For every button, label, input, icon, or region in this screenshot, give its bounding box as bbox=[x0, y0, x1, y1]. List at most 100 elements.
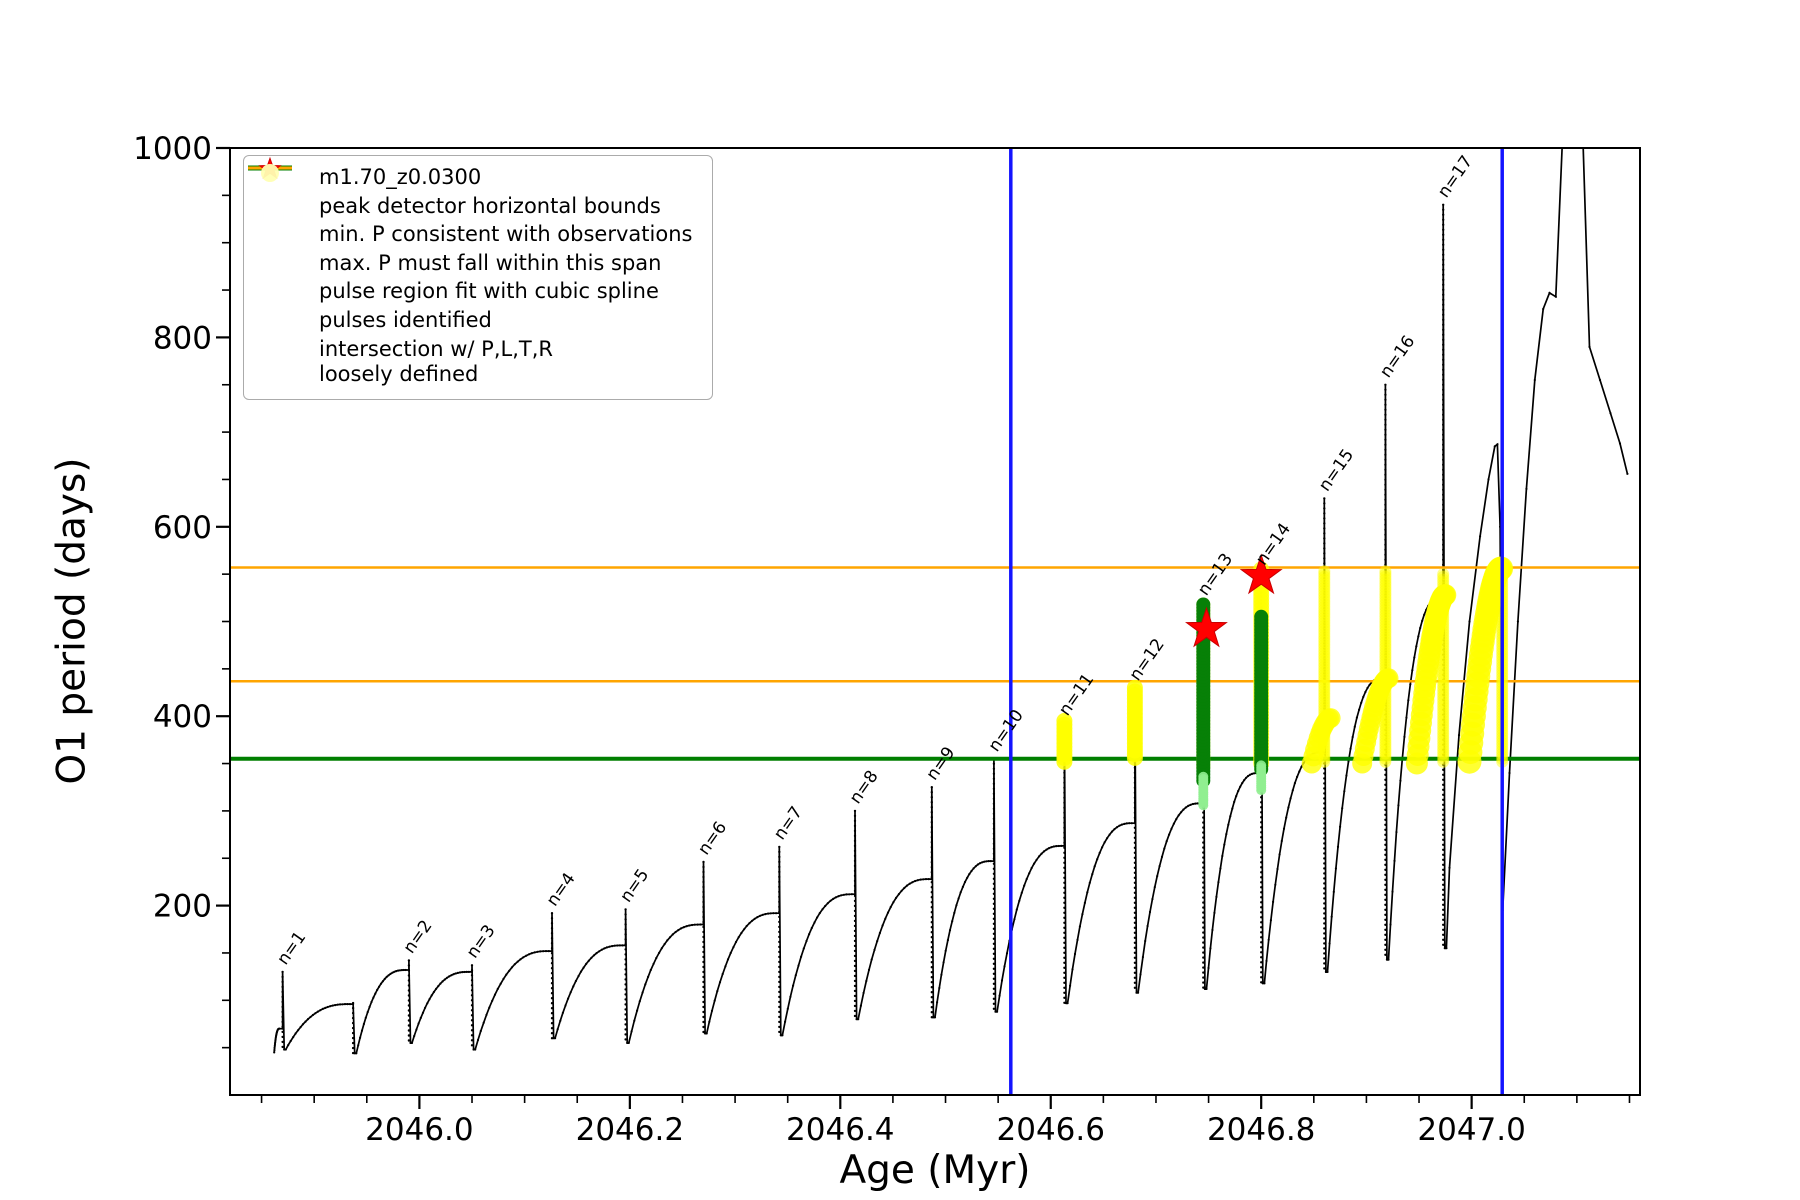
pulse-annotation: n=3 bbox=[463, 921, 500, 962]
x-tick-label: 2047.0 bbox=[1417, 1112, 1525, 1148]
intersection-marker bbox=[1437, 733, 1450, 746]
intersection-marker bbox=[1437, 674, 1450, 687]
pulse-annotation: n=15 bbox=[1315, 446, 1358, 496]
intersection-marker bbox=[1437, 742, 1450, 755]
intersection-marker bbox=[1437, 690, 1450, 703]
intersection-marker bbox=[1437, 701, 1450, 714]
x-tick-label: 2046.4 bbox=[786, 1112, 894, 1148]
legend-label: m1.70_z0.0300 bbox=[319, 165, 482, 189]
intersection-marker bbox=[1437, 698, 1450, 711]
x-tick-label: 2046.2 bbox=[576, 1112, 684, 1148]
legend-label: peak detector horizontal bounds bbox=[319, 193, 661, 218]
intersection-marker bbox=[1437, 570, 1450, 583]
intersection-marker bbox=[1437, 666, 1450, 678]
intersection-marker bbox=[1437, 676, 1450, 689]
y-tick-label: 600 bbox=[153, 510, 212, 546]
y-tick-label: 400 bbox=[153, 699, 212, 735]
pulse-annotation: n=4 bbox=[543, 869, 580, 910]
intersection-marker bbox=[1437, 731, 1450, 744]
intersection-marker bbox=[1437, 750, 1450, 763]
pulse-annotation: n=17 bbox=[1434, 152, 1477, 202]
intersection-marker bbox=[1056, 712, 1073, 729]
intersection-marker bbox=[1126, 679, 1143, 696]
spline-fit-marker bbox=[1196, 597, 1211, 612]
intersection-marker bbox=[1437, 695, 1450, 708]
intersection-marker bbox=[1437, 755, 1450, 768]
legend-item-min-p: min. P consistent with observations bbox=[248, 165, 693, 248]
intersection-marker bbox=[1437, 736, 1450, 749]
intersection-marker bbox=[1437, 728, 1450, 741]
pulse-annotation: n=12 bbox=[1126, 635, 1169, 685]
pulse-annotation: n=14 bbox=[1252, 519, 1295, 569]
pulse-annotation: n=7 bbox=[770, 803, 807, 844]
legend-item-series: m1.70_z0.0300 bbox=[248, 165, 692, 191]
spline-fit-marker bbox=[1254, 609, 1269, 624]
intersection-marker bbox=[1437, 682, 1450, 695]
intersection-marker bbox=[1437, 704, 1450, 716]
legend-label: max. P must fall within this span bbox=[319, 250, 662, 275]
pulse-annotation: n=5 bbox=[616, 865, 653, 906]
x-tick-label: 2046.8 bbox=[1207, 1112, 1315, 1148]
y-tick-label: 200 bbox=[153, 889, 212, 925]
intersection-marker bbox=[1318, 565, 1331, 578]
intersection-marker bbox=[1437, 687, 1450, 700]
pulse-annotation: n=16 bbox=[1376, 332, 1419, 382]
intersection-marker bbox=[1434, 584, 1457, 606]
intersection-marker bbox=[1320, 708, 1341, 729]
legend-item-max-p: max. P must fall within this span bbox=[248, 166, 692, 277]
intersection-marker bbox=[1437, 706, 1450, 719]
intersection-marker bbox=[1437, 685, 1450, 697]
legend-label-line-2: loosely defined bbox=[319, 362, 479, 387]
pulse-annotation: n=13 bbox=[1194, 550, 1237, 600]
intersection-marker bbox=[1437, 657, 1450, 670]
intersection-marker bbox=[1437, 712, 1450, 725]
y-axis-label: O1 period (days) bbox=[49, 457, 95, 785]
pulse-star bbox=[1185, 606, 1228, 648]
spline-fit-marker bbox=[1256, 760, 1267, 771]
intersection-marker bbox=[1437, 725, 1450, 738]
intersection-marker bbox=[1437, 573, 1450, 586]
intersection-marker bbox=[1437, 723, 1450, 735]
intersection-marker bbox=[1437, 744, 1450, 757]
legend-label: min. P consistent with observations bbox=[319, 222, 693, 247]
intersection-marker bbox=[1437, 717, 1450, 730]
legend-label: pulse region fit with cubic spline bbox=[319, 279, 659, 304]
intersection-marker bbox=[1437, 671, 1450, 684]
spline-fit-marker bbox=[1198, 771, 1209, 782]
legend-item-pulses: pulses identified bbox=[254, 156, 692, 334]
intersection-marker bbox=[1437, 739, 1450, 752]
intersection-marker bbox=[1437, 568, 1450, 581]
y-tick-label: 800 bbox=[153, 320, 212, 356]
intersection-marker bbox=[1437, 668, 1450, 681]
legend-label: intersection w/ P,L,T,R loosely defined bbox=[319, 337, 553, 388]
x-tick-label: 2046.0 bbox=[365, 1112, 473, 1148]
pulse-annotation: n=11 bbox=[1055, 670, 1098, 720]
intersection-marker bbox=[1437, 752, 1450, 765]
pulse-annotation: n=8 bbox=[846, 767, 883, 808]
intersection-marker bbox=[1437, 663, 1450, 676]
y-tick-label: 1000 bbox=[133, 131, 212, 167]
legend-item-spline-fit: pulse region fit with cubic spline bbox=[254, 163, 692, 305]
plot-area bbox=[230, 148, 1640, 1095]
x-tick-label: 2046.6 bbox=[997, 1112, 1105, 1148]
pulse-annotation: n=9 bbox=[923, 743, 960, 784]
pulse-annotation: n=2 bbox=[400, 917, 437, 958]
intersection-marker bbox=[1437, 660, 1450, 673]
intersection-marker bbox=[1379, 565, 1392, 578]
intersection-marker bbox=[1437, 693, 1450, 706]
intersection-marker bbox=[1437, 720, 1450, 733]
intersection-marker bbox=[1378, 668, 1399, 689]
legend-item-intersection: intersection w/ P,L,T,R loosely defined bbox=[254, 164, 692, 388]
pulse-annotation: n=10 bbox=[985, 706, 1028, 756]
intersection-marker bbox=[1437, 714, 1450, 727]
intersection-marker bbox=[1437, 679, 1450, 692]
legend-label-line-1: intersection w/ P,L,T,R bbox=[319, 336, 553, 361]
legend-item-peak-bounds: peak detector horizontal bounds bbox=[248, 165, 692, 220]
pulse-annotation: n=6 bbox=[694, 818, 731, 859]
intersection-marker bbox=[1437, 655, 1450, 668]
intersection-marker bbox=[1437, 709, 1450, 722]
legend-label: pulses identified bbox=[319, 308, 492, 333]
pulse-star bbox=[1239, 553, 1283, 595]
